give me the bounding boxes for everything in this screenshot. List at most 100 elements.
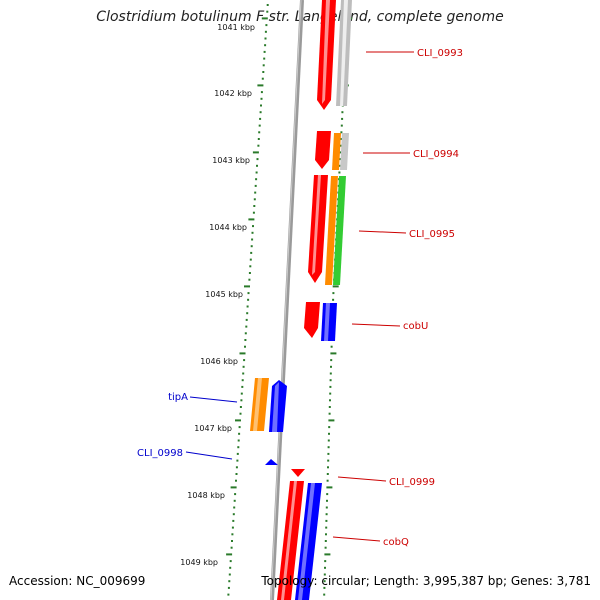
ruler-tick-left — [257, 84, 264, 87]
ruler-tick-left — [243, 359, 246, 362]
ruler-tick-left — [241, 385, 244, 388]
ruler-tick-left — [239, 406, 242, 408]
gene-label-cobq[interactable]: cobQ — [383, 537, 409, 548]
feature-cli-0995-cds[interactable] — [308, 175, 328, 283]
ruler-tick-right — [332, 285, 339, 288]
ruler-tick-left — [245, 318, 248, 321]
feature-cli-0999-cds[interactable] — [291, 469, 305, 477]
ruler-tick-right — [330, 352, 337, 355]
ruler-tick-left — [264, 30, 267, 33]
gene-labels: CLI_0993 CLI_0994 CLI_0995 cobU CLI_0999… — [137, 48, 463, 548]
ruler-tick-left — [262, 64, 265, 67]
gene-label-cli-0995[interactable]: CLI_0995 — [409, 229, 455, 240]
ruler-tick-left — [259, 117, 262, 120]
feature-cobu-cds[interactable] — [304, 302, 320, 338]
ruler-tick-right — [323, 593, 326, 596]
ruler-tick-right — [340, 124, 343, 127]
ruler-tick-left — [252, 211, 255, 214]
ruler-tick-right — [327, 439, 330, 442]
ruler-tick-right — [323, 586, 326, 589]
ruler-tick-left — [249, 258, 252, 261]
ruler-tick-left — [230, 546, 233, 549]
gene-label-cli-0999[interactable]: CLI_0999 — [389, 477, 435, 488]
ruler-tick-left — [250, 251, 253, 254]
kbp-label-1045: 1045 kbp — [205, 290, 243, 299]
ruler-tick-left — [258, 124, 261, 127]
feature-cli-0995-rna[interactable] — [325, 176, 338, 285]
kbp-label-1042: 1042 kbp — [214, 89, 252, 98]
ruler-tick-left — [251, 231, 254, 234]
ruler-tick-left — [241, 379, 244, 382]
ruler-tick-left — [229, 560, 232, 563]
ruler-tick-left — [228, 580, 231, 583]
gene-label-tipa[interactable]: tipA — [168, 392, 188, 403]
ruler-tick-left — [244, 339, 247, 341]
gene-label-cli-0998[interactable]: CLI_0998 — [137, 448, 183, 459]
ruler-tick-left — [256, 164, 258, 167]
ruler-tick-left — [264, 37, 267, 40]
gene-label-cobu[interactable]: cobU — [403, 321, 428, 332]
ruler-tick-left — [227, 593, 230, 596]
feature-cli-0998-gene[interactable] — [265, 459, 278, 465]
ruler-tick-right — [340, 131, 343, 134]
ruler-tick-left — [251, 238, 254, 241]
feature-cli-0995-gene[interactable] — [333, 176, 346, 285]
ruler-tick-left — [260, 91, 263, 94]
ruler-tick-right — [324, 560, 327, 563]
ruler-tick-right — [339, 144, 342, 147]
feature-cli-0994-cds[interactable] — [315, 131, 331, 169]
ruler-tick-right — [327, 466, 329, 469]
ruler-tick-right — [328, 406, 331, 408]
ruler-tick-left — [254, 191, 257, 194]
ruler-tick-right — [324, 540, 327, 542]
ruler-tick-left — [231, 533, 234, 536]
ruler-tick-right — [326, 493, 329, 496]
ruler-tick-left — [235, 419, 241, 422]
ruler-tick-right — [338, 164, 341, 167]
ruler-tick-right — [325, 506, 328, 509]
kbp-label-1049: 1049 kbp — [180, 558, 218, 567]
ruler-tick-right — [340, 138, 343, 140]
ruler-tick-left — [235, 466, 238, 469]
ruler-tick-left — [256, 158, 259, 161]
ruler-tick-right — [324, 553, 331, 556]
ruler-tick-left — [232, 519, 235, 522]
ruler-tick-left — [248, 218, 255, 221]
ruler-tick-left — [266, 10, 269, 13]
ruler-tick-left — [226, 553, 233, 556]
ruler-tick-left — [249, 265, 252, 268]
ruler-tick-left — [238, 432, 241, 435]
ruler-tick-right — [326, 499, 328, 502]
ruler-tick-left — [232, 513, 235, 516]
ruler-tick-right — [326, 473, 329, 475]
ruler-tick-left — [260, 97, 263, 100]
ruler-tick-left — [264, 44, 267, 47]
ruler-tick-left — [240, 399, 243, 402]
ruler-tick-left — [229, 566, 232, 569]
ruler-tick-right — [324, 566, 326, 569]
ruler-tick-left — [250, 245, 253, 248]
ruler-tick-left — [246, 305, 249, 308]
ruler-tick-left — [227, 586, 230, 589]
ruler-tick-left — [266, 4, 269, 6]
feature-cli-0994-rna[interactable] — [332, 133, 341, 170]
ruler-tick-left — [245, 325, 248, 328]
kbp-label-1048: 1048 kbp — [187, 491, 225, 500]
accession-info: Accession: NC_009699 — [9, 574, 146, 588]
ruler-tick-right — [338, 171, 341, 174]
ruler-tick-right — [330, 345, 333, 348]
ruler-tick-left — [261, 77, 264, 80]
ruler-tick-left — [262, 71, 265, 73]
ruler-tick-left — [257, 144, 260, 147]
ruler-tick-left — [252, 225, 254, 228]
ruler-tick-right — [326, 479, 329, 482]
ruler-tick-left — [244, 285, 250, 288]
gene-label-cli-0994[interactable]: CLI_0994 — [413, 149, 459, 160]
ruler-tick-left — [261, 17, 268, 20]
gene-label-cli-0993[interactable]: CLI_0993 — [417, 48, 463, 59]
ruler-tick-left — [252, 151, 259, 154]
ruler-tick-left — [248, 272, 251, 274]
ruler-tick-right — [323, 573, 326, 576]
kbp-label-1046: 1046 kbp — [200, 357, 238, 366]
